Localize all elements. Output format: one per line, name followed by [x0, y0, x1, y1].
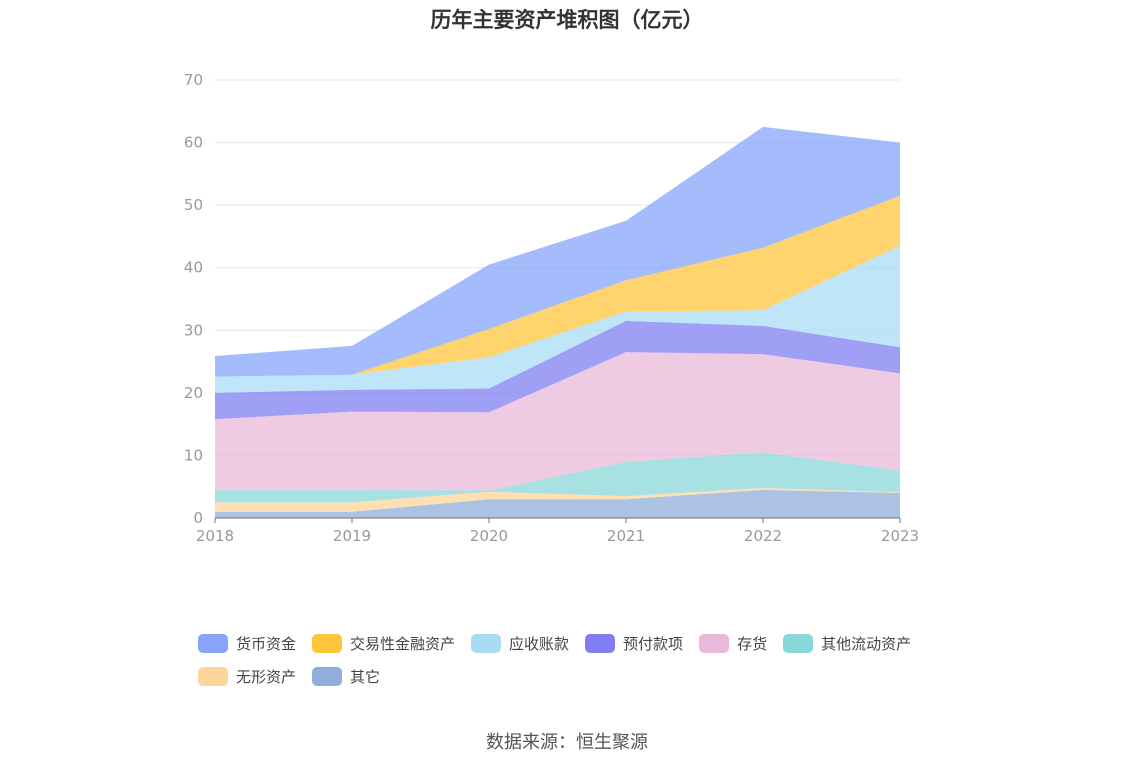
area-其他流动资产: [215, 452, 900, 503]
legend-swatch: [783, 633, 814, 653]
area-应收账款: [215, 245, 900, 393]
legend-swatch: [471, 633, 502, 653]
y-tick-label: 10: [184, 446, 203, 464]
legend-label: 无形资产: [236, 667, 297, 686]
x-tick-label: 2018: [196, 527, 234, 545]
area-预付款项: [215, 320, 900, 420]
legend-label: 预付款项: [623, 634, 684, 653]
legend-swatch: [585, 633, 616, 653]
y-tick-label: 20: [184, 384, 203, 402]
legend-label: 交易性金融资产: [350, 634, 456, 653]
legend-label: 货币资金: [236, 634, 297, 653]
data-source: 数据来源：恒生聚源: [486, 732, 648, 753]
x-tick-label: 2023: [881, 527, 919, 545]
y-tick-label: 70: [184, 71, 203, 89]
area-货币资金: [215, 126, 900, 377]
axes: 0 10 20 30 40 50 60 70 2018 2019 2020 2021 2022 2023: [184, 71, 919, 545]
legend-swatch: [198, 666, 228, 686]
stacked-area-chart: 0 10 20 30 40 50 60 70 2018 2019 2020 2021 2022 2023: [184, 71, 919, 545]
y-tick-label: 0: [193, 509, 203, 527]
legend: 货币资金 交易性金融资产 应收账款 预付款项 存货 其他流动资产无形资产 其它: [198, 632, 958, 698]
x-tick-label: 2019: [333, 527, 371, 545]
chart-title: 历年主要资产堆积图（亿元）: [430, 8, 704, 32]
legend-item[interactable]: 存货: [699, 632, 767, 654]
legend-swatch: [312, 633, 343, 653]
legend-label: 其它: [350, 667, 381, 686]
x-tick-label: 2021: [607, 527, 645, 545]
area-无形资产: [215, 487, 900, 512]
legend-item[interactable]: 交易性金融资产: [312, 632, 455, 654]
legend-swatch: [312, 666, 343, 686]
legend-item[interactable]: 预付款项: [585, 632, 683, 654]
legend-swatch: [699, 633, 730, 653]
legend-item[interactable]: 应收账款: [471, 632, 569, 654]
y-tick-label: 30: [184, 321, 203, 339]
area-series: [215, 126, 900, 518]
y-tick-label: 40: [184, 259, 203, 277]
x-tick-label: 2020: [470, 527, 508, 545]
legend-item[interactable]: 其他流动资产: [783, 632, 911, 654]
legend-label: 存货: [737, 634, 768, 653]
x-tick-label: 2022: [744, 527, 782, 545]
area-交易性金融资产: [215, 195, 900, 377]
legend-label: 应收账款: [509, 634, 570, 653]
area-存货: [215, 352, 900, 491]
area-其它: [215, 489, 900, 518]
legend-item[interactable]: 无形资产: [198, 665, 296, 687]
legend-swatch: [198, 633, 228, 653]
y-tick-label: 60: [184, 134, 203, 152]
y-tick-label: 50: [184, 196, 203, 214]
legend-item[interactable]: 其它: [312, 665, 380, 687]
legend-label: 其他流动资产: [821, 634, 912, 653]
legend-item[interactable]: 货币资金: [198, 632, 296, 654]
